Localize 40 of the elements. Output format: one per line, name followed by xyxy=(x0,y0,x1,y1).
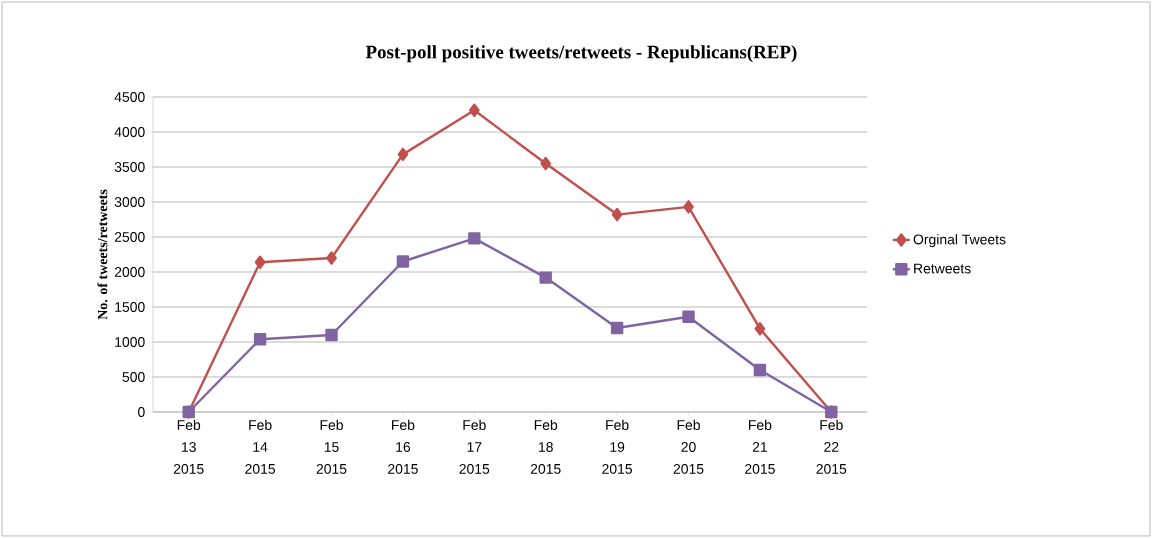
point xyxy=(682,310,695,323)
point xyxy=(611,207,623,222)
point xyxy=(683,200,694,214)
x-tick-label: Feb 19 2015 xyxy=(602,419,633,474)
x-tick-label: Feb 16 2015 xyxy=(388,419,418,474)
point xyxy=(397,147,409,162)
point xyxy=(254,255,266,269)
y-axis-title: No. of tweets/retweets xyxy=(97,189,108,320)
y-tick-label: 3500 xyxy=(114,162,145,172)
y-tick-label: 1000 xyxy=(115,337,145,347)
y-tick-label: 3000 xyxy=(114,197,145,207)
point xyxy=(540,156,552,171)
point xyxy=(325,328,338,342)
x-tick-label: Feb 15 2015 xyxy=(316,419,347,474)
y-tick-label: 1500 xyxy=(115,302,145,312)
x-tick-label: Feb 18 2015 xyxy=(530,419,561,474)
legend-label: Orginal Tweets xyxy=(913,234,1006,248)
y-tick-label: 500 xyxy=(122,372,145,382)
x-tick-label: Feb 14 2015 xyxy=(245,419,276,474)
x-tick-label: Feb 17 2015 xyxy=(459,419,490,474)
y-tick-label: 0 xyxy=(138,407,145,417)
point xyxy=(326,251,337,265)
x-tick-label: Feb 13 2015 xyxy=(173,419,204,474)
x-tick-label: Feb 20 2015 xyxy=(673,419,704,474)
chart-title: Post-poll positive tweets/retweets - Republicans(REP) xyxy=(365,45,797,63)
point xyxy=(396,255,410,268)
x-tick-label: Feb 21 2015 xyxy=(745,419,775,474)
y-tick-label: 4000 xyxy=(114,127,145,137)
y-tick-label: 4500 xyxy=(114,92,145,102)
x-tick-label: Feb 22 2015 xyxy=(816,419,847,474)
point xyxy=(610,321,624,335)
y-tick-label: 2500 xyxy=(114,232,145,242)
point xyxy=(753,363,767,377)
point xyxy=(468,103,480,117)
legend-label: Retweets xyxy=(914,263,971,274)
point xyxy=(253,332,267,346)
point xyxy=(468,232,481,245)
point xyxy=(539,271,552,284)
point xyxy=(754,321,766,336)
y-tick-label: 2000 xyxy=(114,267,145,277)
